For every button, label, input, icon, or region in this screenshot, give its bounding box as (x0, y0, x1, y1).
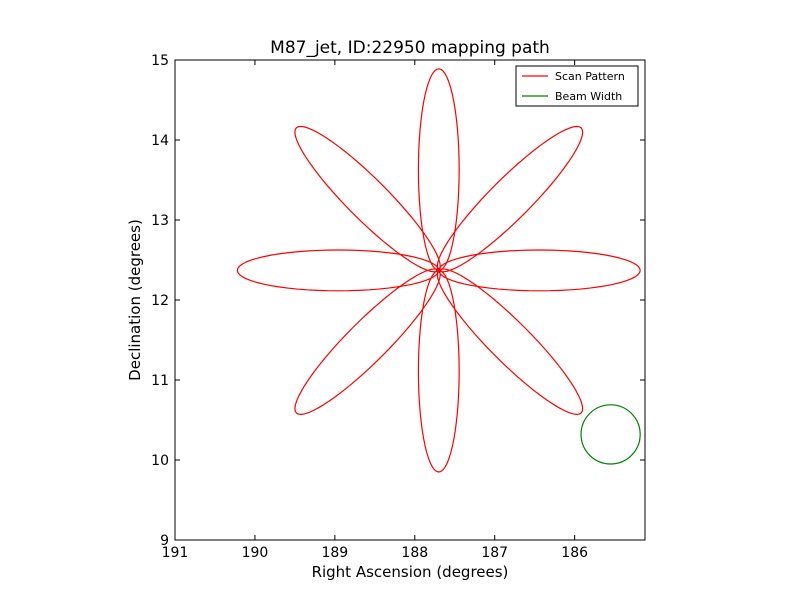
series-layer (236, 68, 641, 473)
chart-title: M87_jet, ID:22950 mapping path (270, 38, 550, 58)
y-tick-label: 10 (151, 453, 169, 469)
axes-frame (174, 59, 646, 541)
x-tick-label: 187 (481, 545, 508, 561)
x-axis-label: Right Ascension (degrees) (312, 563, 509, 581)
beam-width-circle (580, 404, 641, 465)
x-tick-label: 188 (401, 545, 428, 561)
y-tick-label: 11 (151, 373, 169, 389)
tick-layer: 191 190 189 188 187 186 9 10 11 12 13 14 15 (151, 53, 645, 561)
x-tick-label: 186 (561, 545, 588, 561)
legend: Scan Pattern Beam Width (515, 65, 639, 107)
x-tick-label: 189 (321, 545, 348, 561)
y-tick-label: 15 (151, 53, 169, 69)
x-tick-label: 190 (242, 545, 269, 561)
x-tick-label: 191 (162, 545, 189, 561)
scan-pattern-line (236, 68, 641, 473)
y-tick-label: 9 (160, 533, 169, 549)
y-tick-label: 13 (151, 213, 169, 229)
legend-box (515, 65, 639, 107)
legend-label-scan-pattern: Scan Pattern (555, 70, 625, 83)
legend-label-beam-width: Beam Width (555, 90, 622, 103)
y-axis-label: Declination (degrees) (126, 219, 144, 381)
y-tick-label: 12 (151, 293, 169, 309)
plot-area: 191 190 189 188 187 186 9 10 11 12 13 14 15 (151, 53, 646, 561)
y-tick-label: 14 (151, 133, 169, 149)
